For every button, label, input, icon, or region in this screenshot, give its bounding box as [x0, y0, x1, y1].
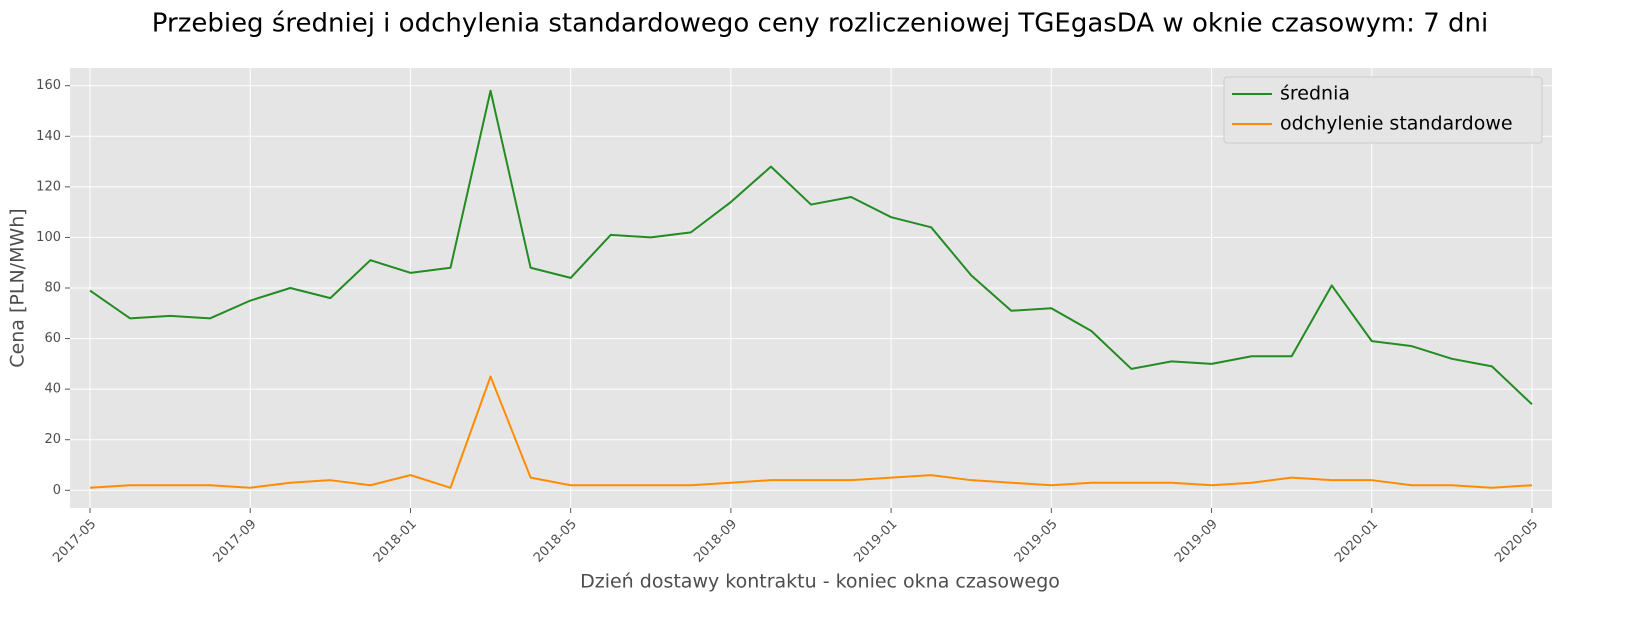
x-tick-label: 2018-09 [691, 517, 740, 566]
y-tick-label: 80 [44, 281, 61, 296]
x-tick-label: 2017-05 [50, 517, 99, 566]
y-tick-label: 20 [44, 432, 61, 447]
x-tick-label: 2017-09 [211, 517, 260, 566]
x-tick-label: 2019-05 [1012, 517, 1061, 566]
y-axis-label: Cena [PLN/MWh] [7, 208, 29, 367]
legend-label: średnia [1280, 83, 1350, 105]
x-tick-label: 2018-05 [531, 517, 580, 566]
x-axis-label: Dzień dostawy kontraktu - koniec okna cz… [580, 571, 1060, 593]
y-tick-label: 40 [44, 382, 61, 397]
y-tick-label: 60 [44, 331, 61, 346]
x-tick-label: 2020-01 [1332, 517, 1381, 566]
series-line [89, 89, 1533, 406]
y-tick-label: 0 [53, 483, 61, 498]
legend: średnia odchylenie standardowe [1223, 76, 1543, 144]
legend-box [1223, 76, 1543, 144]
y-tick-label: 140 [36, 129, 61, 144]
series-line [89, 375, 1533, 489]
x-tick-label: 2019-09 [1172, 517, 1221, 566]
y-tick-label: 100 [36, 230, 61, 245]
x-tick-label: 2020-05 [1492, 517, 1541, 566]
y-tick-label: 160 [36, 78, 61, 93]
y-tick-label: 120 [36, 179, 61, 194]
x-tick-label: 2018-01 [371, 517, 420, 566]
legend-label: odchylenie standardowe [1280, 113, 1513, 135]
chart-title: Przebieg średniej i odchylenia standardo… [152, 9, 1488, 39]
x-tick-label: 2019-01 [851, 517, 900, 566]
